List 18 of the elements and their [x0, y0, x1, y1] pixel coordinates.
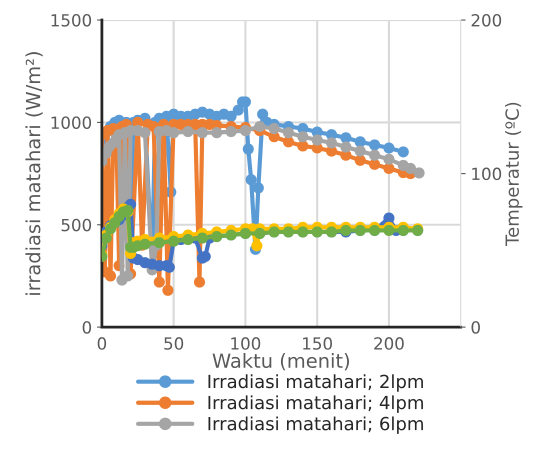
x-tick-label: 200 — [374, 337, 404, 350]
x-axis-title: Waktu (menit) — [212, 352, 349, 370]
x-tick-label: 100 — [231, 337, 260, 350]
y-tick-label: 0 — [82, 321, 92, 334]
y-axis-title: irradiasi matahari (W/m²) — [25, 52, 43, 295]
y2-tick-label: 200 — [472, 14, 502, 27]
y2-tick-label: 0 — [472, 321, 480, 334]
legend-label: Irradiasi matahari; 6lpm — [208, 416, 423, 434]
y2-tick-label: 100 — [472, 168, 502, 180]
x-tick-label: 50 — [164, 337, 184, 350]
legend-label: Irradiasi matahari; 4lpm — [208, 395, 423, 413]
y-tick-label: 1500 — [52, 14, 92, 27]
y2-axis-title: Temperatur (ºC) — [505, 102, 522, 246]
y-tick-label: 500 — [62, 218, 92, 232]
x-tick-label: 0 — [98, 337, 106, 350]
y-tick-label: 1000 — [52, 116, 92, 129]
legend-label: Irradiasi matahari; 2lpm — [208, 374, 423, 392]
x-tick-label: 150 — [303, 337, 332, 350]
